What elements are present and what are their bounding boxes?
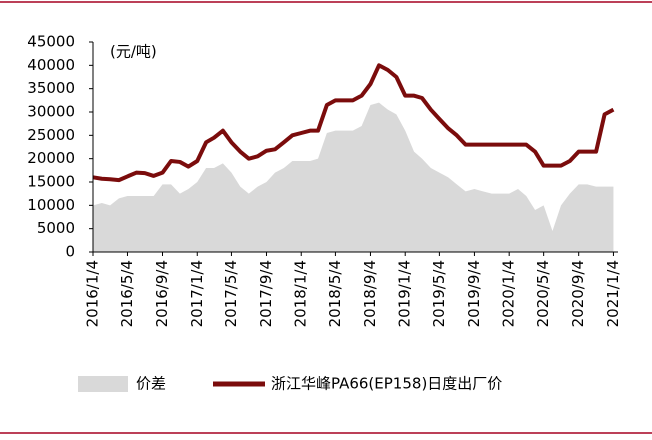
y-tick-label: 5000	[37, 219, 75, 237]
y-tick-label: 15000	[27, 173, 75, 191]
x-tick-label: 2017/1/4	[188, 260, 206, 327]
x-tick-label: 2019/1/4	[396, 260, 414, 327]
y-tick-label: 20000	[27, 149, 75, 167]
x-tick-label: 2019/5/4	[430, 260, 448, 327]
x-tick-label: 2019/9/4	[465, 260, 483, 327]
x-tick-label: 2018/1/4	[292, 260, 310, 327]
unit-label: (元/吨)	[110, 43, 157, 61]
y-tick-label: 25000	[27, 126, 75, 144]
y-tick-label: 40000	[27, 56, 75, 74]
x-tick-label: 2021/1/4	[604, 260, 622, 327]
x-tick-label: 2018/5/4	[326, 260, 344, 327]
legend-swatch	[78, 376, 128, 392]
x-tick-label: 2020/1/4	[500, 260, 518, 327]
area	[93, 102, 614, 253]
x-tick-label: 2016/9/4	[153, 260, 171, 327]
y-tick-label: 10000	[27, 196, 75, 214]
x-tick-label: 2020/9/4	[569, 260, 587, 327]
line	[92, 63, 615, 183]
x-tick-label: 2016/1/4	[84, 260, 102, 327]
legend-label: 浙江华峰PA66(EP158)日度出厂价	[271, 375, 502, 393]
x-tick-label: 2020/5/4	[534, 260, 552, 327]
y-tick-label: 30000	[27, 103, 75, 121]
x-tick-label: 2017/9/4	[257, 260, 275, 327]
x-tick-label: 2017/5/4	[222, 260, 240, 327]
y-tick-label: 0	[65, 243, 75, 261]
y-tick-label: 45000	[27, 33, 75, 51]
x-tick-label: 2018/9/4	[361, 260, 379, 327]
x-tick-label: 2016/5/4	[118, 260, 136, 327]
legend-label: 价差	[136, 375, 166, 393]
y-tick-label: 35000	[27, 79, 75, 97]
